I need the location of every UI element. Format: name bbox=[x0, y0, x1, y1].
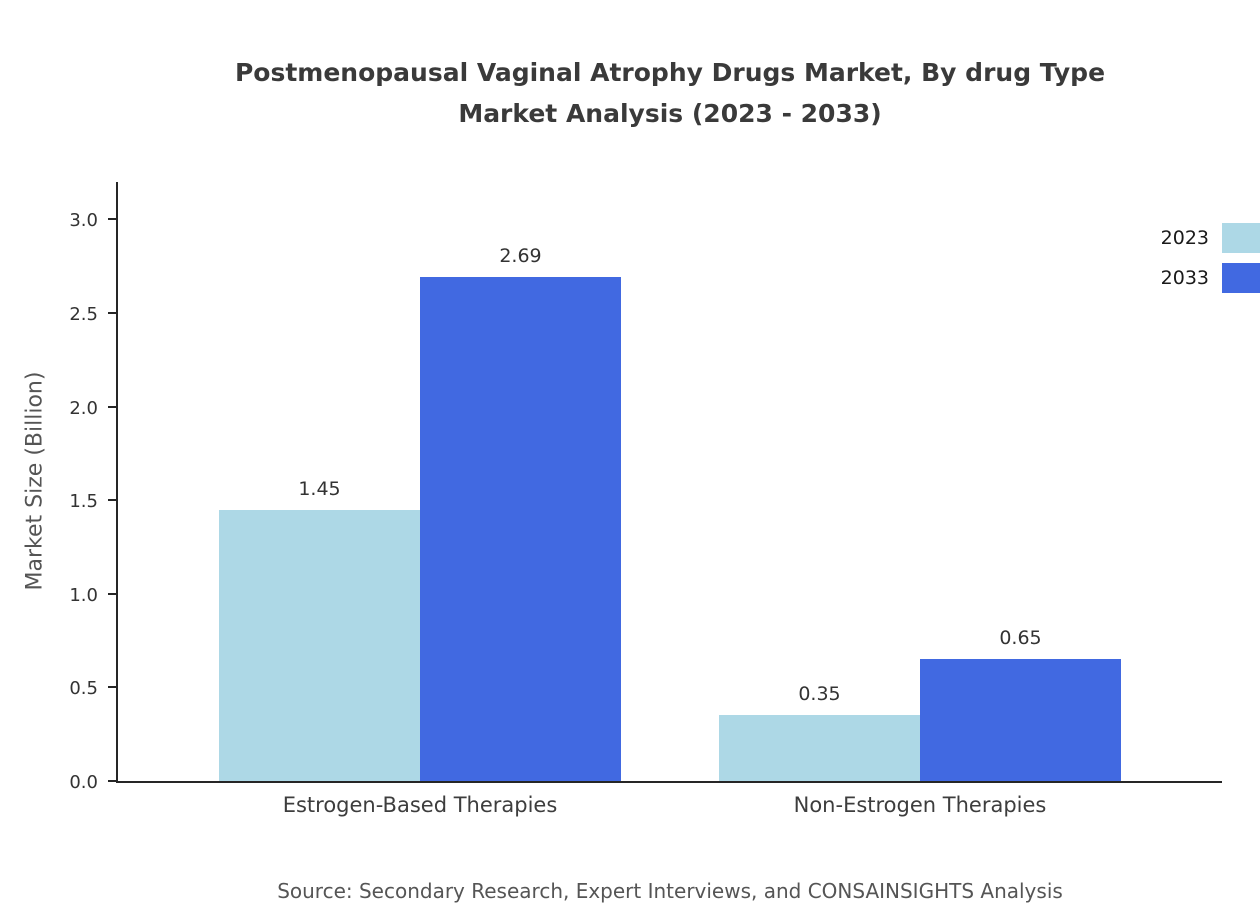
y-tick-label: 0.5 bbox=[69, 678, 98, 700]
legend-item-2023: 2023 bbox=[1161, 218, 1260, 258]
legend-item-2033: 2033 bbox=[1161, 258, 1260, 298]
chart-title: Postmenopausal Vaginal Atrophy Drugs Mar… bbox=[118, 52, 1222, 134]
x-category-label: Estrogen-Based Therapies bbox=[282, 793, 558, 817]
bar-value-label: 0.35 bbox=[798, 683, 841, 706]
chart-title-line1: Postmenopausal Vaginal Atrophy Drugs Mar… bbox=[234, 58, 1106, 87]
y-tick-label: 0.0 bbox=[69, 772, 98, 793]
bar-value-label: 1.45 bbox=[298, 477, 341, 500]
bar-2023-2: 0.35 bbox=[719, 683, 920, 781]
y-tick-mark bbox=[108, 218, 116, 221]
bar-group: 1.45 2.69 bbox=[219, 245, 621, 781]
legend-label: 2033 bbox=[1160, 267, 1209, 289]
legend-swatch bbox=[1222, 223, 1260, 253]
bar-value-label: 2.69 bbox=[499, 245, 542, 268]
y-tick-mark bbox=[108, 780, 116, 782]
y-axis-spine bbox=[116, 182, 118, 781]
x-axis-spine bbox=[116, 781, 1222, 783]
bar-2033-2: 0.65 bbox=[920, 627, 1121, 781]
y-tick-label: 3.0 bbox=[69, 210, 98, 232]
bar-value-label: 0.65 bbox=[999, 627, 1042, 650]
y-tick-mark bbox=[108, 405, 116, 408]
y-tick-label: 1.5 bbox=[69, 491, 98, 513]
bar-group: 0.35 0.65 bbox=[719, 627, 1121, 781]
legend-swatch bbox=[1222, 263, 1260, 293]
y-tick-mark bbox=[108, 312, 116, 315]
legend-label: 2023 bbox=[1160, 227, 1209, 249]
y-tick-mark bbox=[108, 499, 116, 502]
plot-area: 0.0 0.5 1.0 1.5 2.0 2.5 3.0 1.45 2.69 Estrogen-Ba… bbox=[69, 182, 1222, 817]
y-tick-mark bbox=[108, 686, 116, 689]
bar-2023-1: 1.45 bbox=[219, 478, 420, 781]
x-category-label: Non-Estrogen Therapies bbox=[793, 793, 1047, 817]
bar-2033-1: 2.69 bbox=[420, 245, 621, 781]
y-tick-mark bbox=[108, 592, 116, 595]
y-tick-label: 2.0 bbox=[69, 397, 98, 419]
chart-title-line2: Market Analysis (2023 - 2033) bbox=[458, 99, 882, 128]
legend: 2023 2033 bbox=[1161, 218, 1260, 298]
y-tick-label: 2.5 bbox=[69, 304, 98, 326]
y-tick-label: 1.0 bbox=[69, 584, 98, 606]
source-note: Source: Secondary Research, Expert Inter… bbox=[277, 879, 1063, 903]
